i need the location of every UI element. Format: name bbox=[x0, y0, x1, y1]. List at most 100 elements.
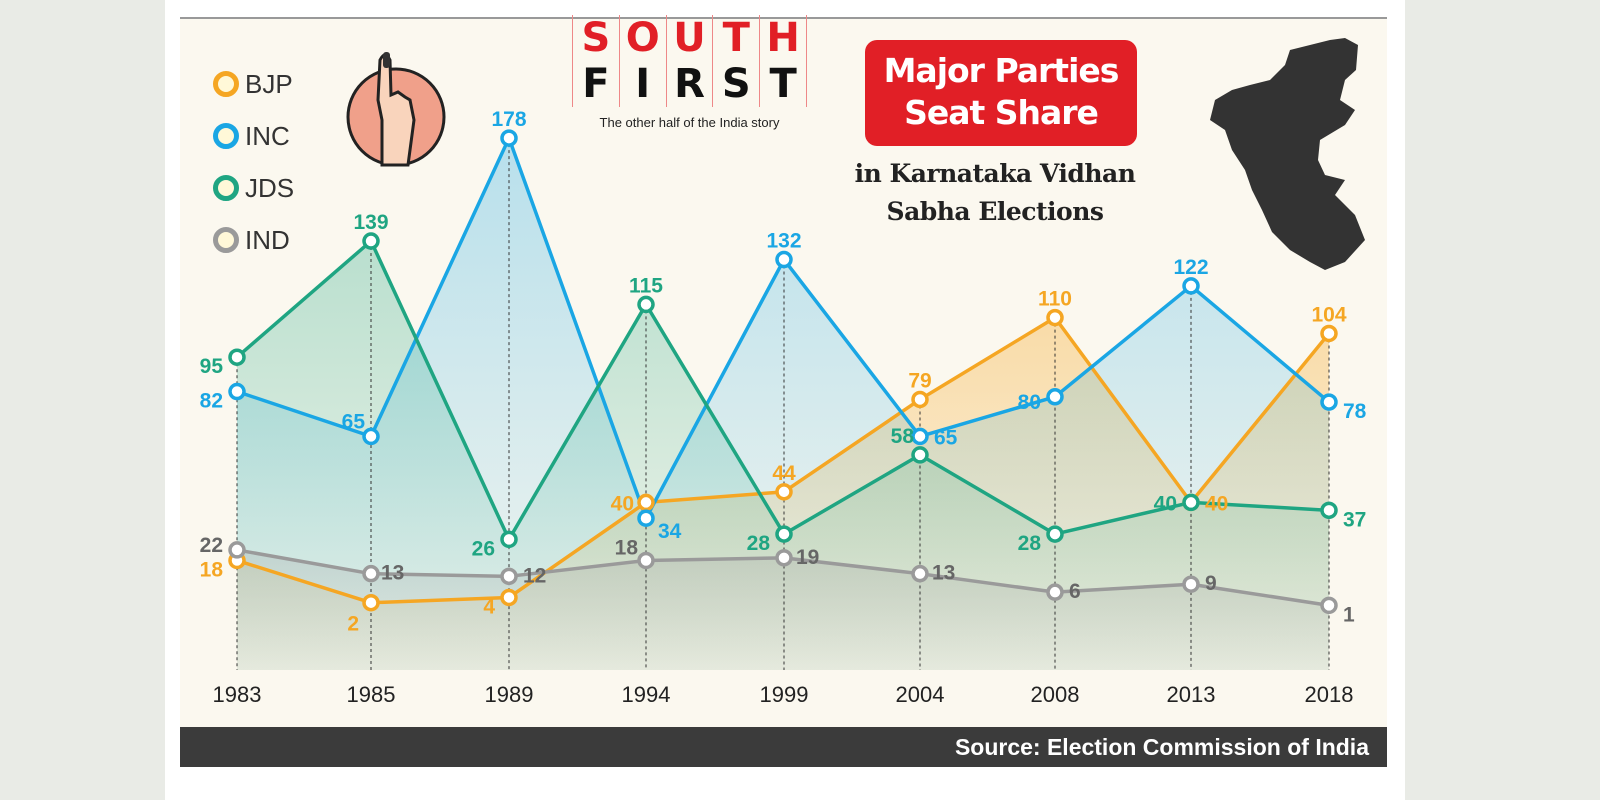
ind-data-label: 13 bbox=[381, 562, 404, 585]
inc-point-1994 bbox=[637, 509, 655, 527]
logo-letter: O bbox=[620, 15, 667, 61]
subtitle-line-1: in Karnataka Vidhan bbox=[854, 159, 1136, 188]
bjp-data-label: 79 bbox=[908, 369, 931, 392]
bjp-data-label: 40 bbox=[1205, 492, 1228, 515]
jds-point-1985 bbox=[362, 232, 380, 250]
ind-data-label: 9 bbox=[1205, 572, 1217, 595]
legend-item-inc: INC bbox=[213, 110, 294, 162]
inc-data-label: 80 bbox=[1018, 391, 1041, 414]
bjp-data-label: 4 bbox=[483, 595, 495, 618]
inc-data-label: 34 bbox=[658, 520, 682, 543]
ind-point-1985 bbox=[362, 564, 380, 583]
logo-letter: H bbox=[760, 15, 807, 61]
bjp-point-2004 bbox=[911, 390, 929, 409]
bjp-data-label: 44 bbox=[772, 462, 796, 485]
jds-point-1983 bbox=[228, 348, 246, 366]
inc-data-label: 132 bbox=[766, 230, 801, 253]
bjp-point-1994 bbox=[637, 493, 655, 512]
x-tick-label: 1985 bbox=[347, 682, 396, 707]
jds-data-label: 58 bbox=[891, 425, 915, 448]
ind-point-1983 bbox=[228, 541, 246, 559]
inc-point-2008 bbox=[1046, 388, 1064, 406]
legend-item-bjp: BJP bbox=[213, 58, 294, 110]
bjp-point-1989 bbox=[500, 588, 518, 607]
ind-point-2013 bbox=[1182, 575, 1200, 593]
inc-data-label: 178 bbox=[491, 108, 526, 131]
legend-label: IND bbox=[245, 224, 290, 255]
x-tick-label: 2008 bbox=[1031, 682, 1080, 707]
jds-data-label: 95 bbox=[200, 355, 224, 378]
legend: BJP INC JDS IND bbox=[213, 58, 294, 266]
bjp-point-1999 bbox=[775, 483, 793, 501]
logo-letter: T bbox=[760, 61, 807, 107]
title-line-2: Seat Share bbox=[904, 93, 1099, 132]
ind-data-label: 18 bbox=[615, 536, 639, 559]
voting-finger-icon bbox=[346, 52, 446, 167]
jds-point-2004 bbox=[911, 446, 929, 464]
jds-point-1989 bbox=[500, 530, 518, 549]
bjp-data-label: 40 bbox=[611, 492, 634, 515]
bjp-data-label: 18 bbox=[200, 558, 224, 581]
inc-point-1985 bbox=[362, 427, 380, 446]
ind-data-label: 1 bbox=[1343, 603, 1355, 626]
logo-letter: S bbox=[572, 15, 620, 61]
karnataka-map-icon bbox=[1210, 38, 1365, 270]
bjp-point-2018 bbox=[1320, 324, 1338, 343]
jds-point-2008 bbox=[1046, 525, 1064, 543]
bjp-data-label: 110 bbox=[1038, 288, 1072, 311]
jds-point-1999 bbox=[775, 525, 793, 543]
bjp-data-label: 2 bbox=[347, 613, 359, 636]
legend-marker-icon bbox=[213, 71, 239, 97]
jds-data-label: 139 bbox=[353, 211, 388, 234]
legend-label: BJP bbox=[245, 68, 293, 99]
bjp-data-label: 104 bbox=[1311, 303, 1346, 326]
jds-point-2018 bbox=[1320, 501, 1338, 520]
logo-letter: U bbox=[667, 15, 714, 61]
source-text: Source: Election Commission of India bbox=[954, 734, 1369, 760]
logo-letter: T bbox=[713, 15, 761, 61]
logo-letter: I bbox=[620, 61, 667, 107]
legend-item-ind: IND bbox=[213, 214, 294, 266]
x-tick-label: 1989 bbox=[485, 682, 534, 707]
x-tick-label: 2013 bbox=[1167, 682, 1216, 707]
legend-label: JDS bbox=[245, 172, 295, 203]
jds-area bbox=[237, 241, 1329, 671]
ind-point-2008 bbox=[1046, 583, 1064, 601]
logo-tagline: The other half of the India story bbox=[599, 115, 780, 130]
inc-point-1983 bbox=[228, 382, 246, 401]
jds-data-label: 28 bbox=[747, 532, 771, 555]
logo-letter: S bbox=[713, 61, 761, 107]
title-line-1: Major Parties bbox=[883, 51, 1120, 90]
ind-point-2004 bbox=[911, 564, 929, 583]
jds-data-label: 37 bbox=[1343, 508, 1366, 531]
bjp-point-2008 bbox=[1046, 308, 1064, 327]
logo-letter: F bbox=[572, 61, 620, 107]
inc-point-1999 bbox=[775, 250, 793, 269]
ind-data-label: 13 bbox=[932, 562, 955, 585]
x-tick-label: 2018 bbox=[1305, 682, 1354, 707]
ind-data-label: 6 bbox=[1069, 580, 1081, 603]
inc-data-label: 78 bbox=[1343, 400, 1367, 423]
legend-marker-icon bbox=[213, 123, 239, 149]
subtitle: in Karnataka Vidhan Sabha Elections bbox=[825, 155, 1165, 231]
jds-point-2013 bbox=[1182, 493, 1200, 512]
jds-point-1994 bbox=[637, 295, 655, 314]
logo-letter: R bbox=[667, 61, 714, 107]
ind-data-label: 19 bbox=[796, 546, 819, 569]
x-tick-label: 1994 bbox=[622, 682, 671, 707]
ind-point-1999 bbox=[775, 549, 793, 567]
inc-point-1989 bbox=[500, 129, 518, 147]
inc-point-2004 bbox=[911, 427, 929, 446]
jds-data-label: 26 bbox=[472, 537, 495, 560]
source-bar: Source: Election Commission of India bbox=[180, 727, 1387, 767]
inc-point-2018 bbox=[1320, 393, 1338, 411]
inc-data-label: 82 bbox=[200, 390, 223, 413]
ind-point-2018 bbox=[1320, 596, 1338, 615]
x-tick-label: 1999 bbox=[760, 682, 809, 707]
ind-data-label: 22 bbox=[200, 534, 223, 557]
legend-marker-icon bbox=[213, 175, 239, 201]
jds-data-label: 28 bbox=[1018, 532, 1042, 555]
legend-item-jds: JDS bbox=[213, 162, 294, 214]
